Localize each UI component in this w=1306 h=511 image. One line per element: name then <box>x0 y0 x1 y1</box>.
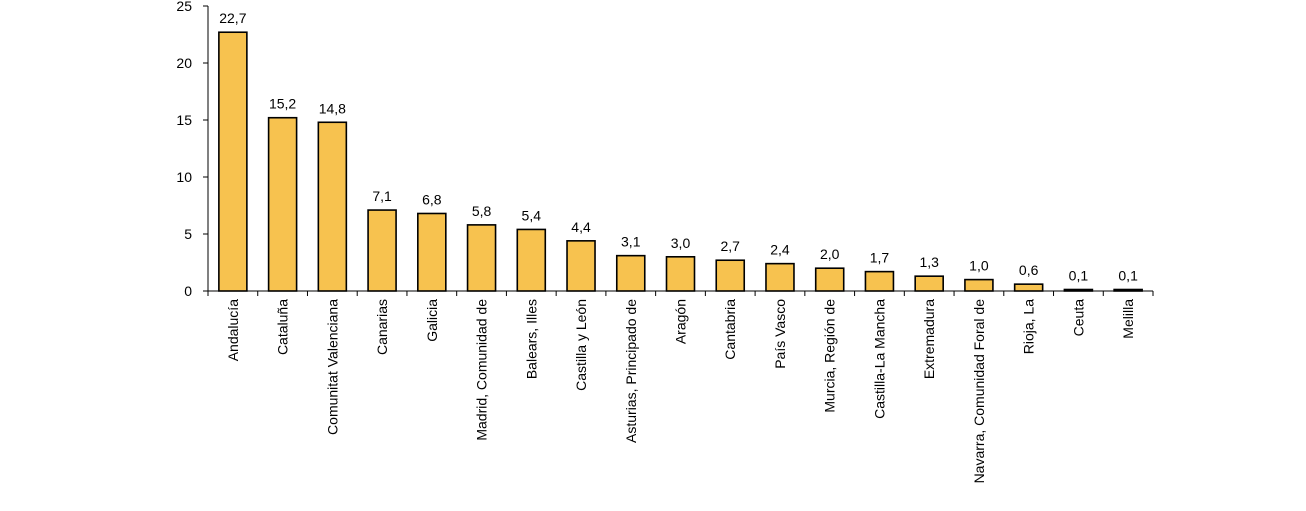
category-labels: Andalucía Cataluña Comunitat Valenciana Can… <box>225 299 1136 484</box>
category-label: Madrid, Comunidad de <box>474 299 490 441</box>
category-label: Melilla <box>1120 299 1136 339</box>
category-label: Rioja, La <box>1021 299 1037 354</box>
y-axis: 0 5 10 15 20 25 <box>176 0 209 299</box>
bar <box>267 116 298 292</box>
y-tick-label: 0 <box>184 283 192 299</box>
y-tick-label: 20 <box>176 55 192 71</box>
bar <box>914 275 944 292</box>
data-label: 15,2 <box>269 96 296 112</box>
category-label: Asturias, Principado de <box>623 299 639 443</box>
y-tick-label: 15 <box>176 112 192 128</box>
data-label: 2,7 <box>721 238 741 254</box>
bar <box>665 255 696 292</box>
category-label: Comunitat Valenciana <box>324 299 340 435</box>
bar <box>516 228 547 292</box>
category-label: Navarra, Comunidad Foral de <box>971 299 987 484</box>
data-label: 0,6 <box>1019 262 1039 278</box>
data-label: 4,4 <box>571 219 591 235</box>
category-label: Cataluña <box>275 299 291 355</box>
data-label: 7,1 <box>372 188 392 204</box>
bar <box>1113 288 1143 292</box>
data-label: 1,3 <box>919 254 939 270</box>
category-label: Andalucía <box>225 299 241 361</box>
bar <box>367 209 397 292</box>
data-label: 5,4 <box>522 207 542 223</box>
category-label: Extremadura <box>921 299 937 379</box>
bar <box>1013 283 1044 292</box>
bar <box>317 121 348 292</box>
category-label: Castilla y León <box>573 299 589 391</box>
category-label: Canarias <box>374 299 390 355</box>
data-label: 0,1 <box>1118 268 1138 284</box>
bar <box>765 262 795 292</box>
category-label: País Vasco <box>772 299 788 369</box>
category-label: Castilla-La Mancha <box>871 299 887 419</box>
category-label: Galicia <box>424 299 440 342</box>
data-label: 6,8 <box>422 191 442 207</box>
y-tick-label: 10 <box>176 169 192 185</box>
category-label: Murcia, Región de <box>822 299 838 413</box>
data-label: 3,0 <box>671 235 691 251</box>
bar <box>615 254 646 292</box>
data-label: 5,8 <box>472 203 492 219</box>
data-label: 2,4 <box>770 242 790 258</box>
data-label: 1,0 <box>969 258 989 274</box>
bar <box>417 212 447 292</box>
category-label: Aragón <box>673 299 689 344</box>
data-label: 1,7 <box>870 250 890 266</box>
data-label: 14,8 <box>319 100 346 116</box>
bar <box>218 31 248 292</box>
bar <box>1063 288 1094 292</box>
bar <box>466 224 497 292</box>
data-label: 0,1 <box>1069 268 1089 284</box>
y-tick-label: 25 <box>176 0 192 14</box>
bar <box>964 278 994 292</box>
data-labels: 22,7 15,2 14,8 7,1 6,8 5,8 5,4 4,4 3,1 3,0 2,7 2,4 2… <box>219 10 1138 283</box>
y-tick-label: 5 <box>184 226 192 242</box>
bar <box>715 259 746 292</box>
data-label: 3,1 <box>621 234 641 250</box>
bar <box>566 240 596 292</box>
data-label: 2,0 <box>820 246 840 262</box>
category-label: Cantabria <box>722 299 738 360</box>
bar <box>814 267 845 292</box>
bar <box>864 270 895 292</box>
category-label: Balears, Illes <box>523 299 539 379</box>
data-label: 22,7 <box>219 10 246 26</box>
bars <box>218 31 1143 292</box>
category-label: Ceuta <box>1070 299 1086 337</box>
